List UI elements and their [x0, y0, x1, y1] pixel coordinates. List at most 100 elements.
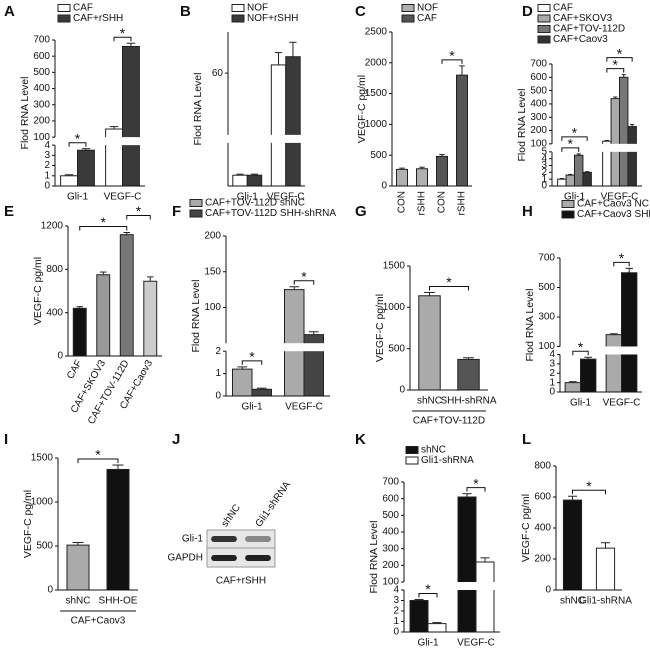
- y-tick-label: 0: [44, 181, 50, 192]
- y-tick-label: 400: [534, 523, 551, 534]
- x-tick-label: VEGF-C: [285, 402, 323, 413]
- y-axis-label: Flod RNA Level: [19, 77, 31, 150]
- significance-bracket: [79, 226, 128, 231]
- y-tick-label: 400: [382, 527, 399, 538]
- bar: [619, 76, 629, 187]
- bar: [72, 307, 87, 357]
- legend-label: CAF: [553, 3, 573, 14]
- y-tick-label: 0: [215, 391, 221, 402]
- y-tick-label: 700: [33, 35, 50, 46]
- y-tick-label: 5: [541, 146, 547, 157]
- blot-caption: CAF+rSHH: [216, 576, 266, 587]
- y-tick-label: 700: [530, 59, 547, 70]
- bar: [246, 174, 263, 187]
- significance-label: *: [446, 274, 452, 290]
- bar: [232, 174, 248, 187]
- bar: [285, 56, 301, 187]
- y-tick-label: 500: [538, 282, 555, 293]
- y-tick-label: 700: [382, 477, 399, 488]
- bar: [475, 561, 495, 633]
- bar: [77, 149, 95, 187]
- bar: [565, 174, 575, 187]
- y-tick-label: 1500: [31, 453, 54, 464]
- x-tick-label: rSHH: [457, 191, 468, 215]
- legend-swatch: [231, 4, 245, 12]
- y-tick-label: 400: [33, 83, 50, 94]
- y-axis-label: VEGF-C pg/ml: [520, 494, 532, 562]
- legend-swatch: [401, 14, 415, 23]
- legend-swatch: [57, 4, 71, 12]
- x-tick-label: shNC: [65, 596, 90, 607]
- y-tick-label: 200: [530, 125, 547, 136]
- panel-letter: H: [522, 203, 533, 220]
- y-axis-label: Flod RNA Level: [192, 73, 204, 146]
- y-tick-label: 400: [46, 307, 63, 318]
- bar: [562, 499, 583, 591]
- blot-band: [211, 536, 237, 542]
- panel-letter: C: [355, 3, 366, 20]
- x-tick-label: SHH-OE: [99, 596, 138, 607]
- x-tick-label: Gli1-shRNA: [579, 596, 632, 607]
- y-tick-label: 500: [530, 85, 547, 96]
- significance-label: *: [249, 349, 255, 365]
- significance-label: *: [568, 136, 574, 152]
- significance-bracket: [241, 360, 263, 365]
- legend-label: CAF: [417, 13, 437, 24]
- y-tick-label: 3: [541, 160, 547, 171]
- panel-letter: L: [522, 431, 531, 448]
- y-axis-label: VEGF-C pg/ml: [32, 257, 44, 325]
- bar: [457, 358, 480, 391]
- y-tick-label: 2: [393, 606, 399, 617]
- x-tick-label: Gli-1: [241, 402, 263, 413]
- blot-row-label: GAPDH: [167, 553, 203, 564]
- x-tick-label: shNC: [417, 396, 442, 407]
- bar: [66, 544, 90, 591]
- panel-letter: A: [4, 3, 15, 20]
- y-tick-label: 1000: [365, 119, 388, 130]
- x-tick-label: Gli-1: [564, 192, 586, 203]
- panel-letter: K: [355, 431, 366, 448]
- legend-swatch: [561, 210, 575, 219]
- y-tick-label: 2: [44, 160, 50, 171]
- legend-swatch: [401, 4, 415, 12]
- significance-label: *: [572, 125, 578, 141]
- bar: [409, 600, 429, 633]
- significance-bracket: [68, 142, 87, 147]
- blot-band: [245, 555, 271, 561]
- y-tick-label: 300: [538, 312, 555, 323]
- bar: [270, 64, 287, 187]
- y-tick-label: 1500: [365, 88, 388, 99]
- x-tick-label: Gli-1: [570, 398, 592, 409]
- legend-swatch: [189, 209, 203, 218]
- y-tick-label: 300: [33, 99, 50, 110]
- legend-swatch: [561, 200, 575, 208]
- y-tick-label: 0: [399, 385, 405, 396]
- y-axis-label: VEGF-C pg/ml: [22, 490, 34, 558]
- axis-break: [401, 582, 500, 590]
- x-tick-label: VEGF-C: [601, 192, 639, 203]
- x-tick-label: CON: [437, 191, 448, 213]
- y-tick-label: 800: [534, 461, 551, 472]
- significance-label: *: [75, 130, 81, 146]
- y-axis-label: Flod RNA Level: [516, 89, 528, 162]
- significance-bracket: [606, 68, 625, 73]
- axis-break: [225, 134, 305, 143]
- legend-label: CAF+Caov3 SHH-OE: [577, 209, 650, 220]
- panel-letter: B: [180, 3, 191, 20]
- legend-label: CAF+SKOV3: [553, 13, 613, 24]
- y-tick-label: 150: [204, 266, 221, 277]
- legend-label: Gli1-shRNA: [421, 455, 474, 466]
- bar: [119, 234, 134, 357]
- y-axis-label: Flod RNA Level: [524, 289, 536, 362]
- legend-swatch: [537, 4, 551, 12]
- y-tick-label: 100: [530, 138, 547, 149]
- legend-label: CAF+Caov3: [553, 34, 608, 45]
- legend-swatch: [189, 199, 203, 207]
- y-axis-label: VEGF-C pg/ml: [374, 294, 386, 362]
- y-tick-label: 600: [33, 51, 50, 62]
- bar: [122, 45, 140, 187]
- significance-label: *: [473, 475, 479, 491]
- y-tick-label: 600: [534, 492, 551, 503]
- y-tick-label: 2000: [365, 57, 388, 68]
- y-tick-label: 0: [57, 351, 63, 362]
